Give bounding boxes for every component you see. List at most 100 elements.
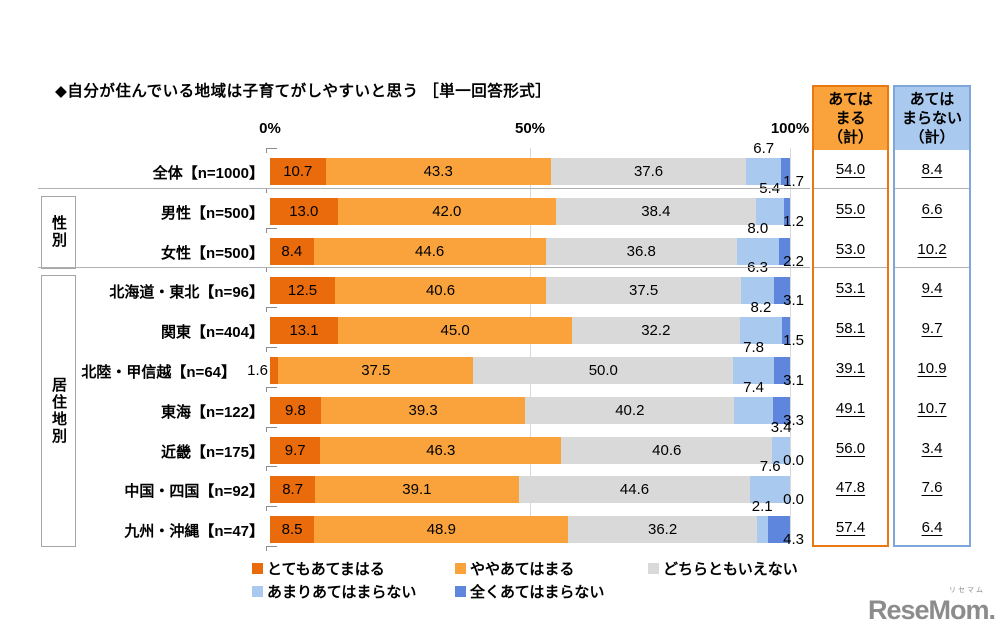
group-separator: [814, 267, 887, 269]
category-tick: [266, 466, 277, 468]
bar-segment: 42.0: [337, 197, 556, 225]
bar-segment: 36.2: [568, 516, 757, 544]
legend-label: どちらともいえない: [663, 561, 798, 578]
bar-segment: [733, 357, 774, 384]
bar-row: 8.7 39.1 44.6 7.6 0.0: [270, 458, 804, 508]
bar-segment: 37.6: [550, 158, 747, 185]
bar-value-label: 3.1: [783, 372, 804, 389]
group-label: 居住地別: [50, 377, 67, 446]
legend-item: ややあてはまる: [455, 558, 574, 579]
group-separator: [895, 267, 969, 269]
bar-value-label: 8.0: [747, 219, 769, 237]
bar-value-label: 45.0: [440, 322, 470, 340]
bar-value-label: 4.3: [783, 531, 804, 549]
bar-segment: 32.2: [572, 317, 740, 345]
bar-value-label: 3.4: [770, 418, 792, 436]
summary-value: 6.6: [921, 200, 943, 218]
category-tick: [266, 546, 277, 547]
bar-value-label: 7.8: [743, 339, 765, 356]
bar-segment: 39.1: [315, 476, 519, 504]
bar-segment: [773, 357, 790, 384]
group-separator: [38, 187, 810, 189]
bar-value-label: 2.2: [783, 252, 804, 270]
x-axis-tick: 100%: [770, 120, 810, 137]
row-label: 九州・沖縄【n=47】: [124, 523, 264, 541]
bar-segment: 46.3: [320, 436, 562, 464]
category-tick: [266, 148, 277, 149]
bar-row: 13.1 45.0 32.2 8.2 1.5: [270, 299, 804, 349]
category-tick: [266, 426, 267, 432]
group-separator: [814, 187, 887, 189]
legend-swatch: [648, 563, 659, 574]
category-tick: [266, 546, 267, 551]
bar-segment: 38.4: [556, 197, 756, 225]
bar-value-label: 7.4: [743, 378, 765, 396]
bar-segment: 8.5: [270, 516, 315, 544]
bar-value-label: 46.3: [426, 441, 456, 459]
bar-value-label: 2.1: [751, 498, 773, 516]
category-tick: [266, 307, 267, 313]
summary-value: 49.1: [835, 399, 866, 417]
bar-segment: 40.6: [561, 436, 773, 464]
summary-value: 10.2: [917, 240, 947, 258]
bar-row: 37.5 50.0 7.8 3.1 1.6: [247, 339, 804, 389]
bar-value-label: 10.7: [283, 163, 313, 180]
summary-value: 57.4: [835, 519, 866, 537]
bar-value-label: 8.2: [750, 299, 772, 317]
legend-swatch: [455, 563, 466, 574]
category-tick: [266, 506, 267, 512]
bar-value-label: 0.0: [783, 451, 804, 469]
category-tick: [266, 347, 277, 348]
row-label: 北陸・甲信越【n=64】: [81, 364, 236, 381]
bar-segment: 37.5: [278, 357, 474, 384]
x-axis-tick: 0%: [259, 120, 281, 137]
legend-label: あまりあてはまらない: [267, 584, 417, 601]
bar-value-label: 37.6: [633, 163, 664, 180]
bar-segment: 36.8: [545, 237, 737, 265]
bar-value-label: 0.0: [783, 491, 804, 509]
summary-value: 10.9: [917, 360, 947, 377]
bar-value-label: 36.8: [626, 242, 656, 260]
bar-segment: [773, 277, 790, 305]
category-tick: [266, 506, 277, 508]
bar-segment: 44.6: [313, 237, 546, 265]
bar-value-label: 3.1: [783, 292, 804, 310]
bar-value-label: 6.7: [753, 140, 775, 157]
bar-segment: 39.3: [320, 396, 526, 424]
summary-header-line: （計）: [827, 129, 873, 147]
summary-header-line: （計）: [909, 129, 955, 147]
bar-segment: [746, 158, 782, 185]
bar-row: 13.0 42.0 38.4 5.4 1.2: [270, 180, 804, 230]
summary-value: 9.4: [921, 280, 943, 298]
bar-segment: [756, 516, 768, 544]
row-label: 全体【n=1000】: [152, 165, 264, 182]
bar-value-label: 3.3: [783, 411, 804, 429]
summary-value: 3.4: [921, 439, 943, 457]
logo-ruby-text: リセマム: [949, 587, 985, 594]
bar-value-label: 38.4: [641, 202, 671, 220]
gridline: [530, 148, 531, 543]
legend-swatch: [252, 563, 263, 574]
summary-value: 53.0: [835, 240, 866, 258]
summary-value: 58.1: [835, 320, 866, 338]
legend-swatch: [455, 586, 466, 597]
bar-value-label: 50.0: [588, 362, 618, 379]
bar-value-label: 39.3: [408, 401, 438, 419]
bar-value-label: 12.5: [287, 282, 318, 300]
bar-value-label: 37.5: [361, 362, 391, 379]
bar-segment: 9.8: [270, 396, 321, 424]
bar-segment: [736, 237, 779, 265]
summary-value: 47.8: [835, 479, 866, 497]
legend-item: あまりあてはまらない: [252, 581, 416, 602]
bar-segment: 9.7: [270, 436, 321, 464]
category-tick: [266, 227, 277, 229]
bar-segment: 48.9: [314, 516, 569, 544]
bar-value-label: 9.8: [285, 401, 306, 419]
bar-segment: 37.5: [546, 277, 742, 305]
bar-segment: [741, 277, 774, 305]
bar-segment: [767, 516, 790, 544]
legend-label: 全くあてはまらない: [470, 584, 605, 601]
bar-segment: [739, 317, 783, 345]
bar-segment: 45.0: [338, 317, 573, 345]
legend-item: 全くあてはまらない: [455, 581, 604, 602]
